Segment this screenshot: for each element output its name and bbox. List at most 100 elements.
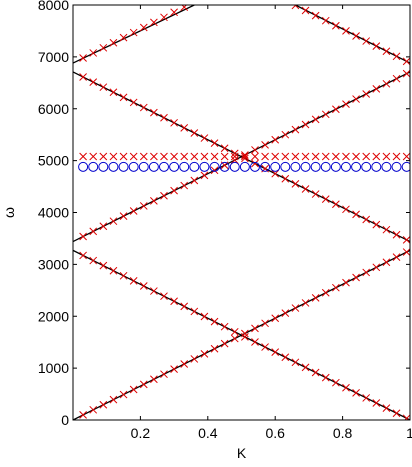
data-point-x-marker bbox=[109, 152, 118, 161]
data-point-x-marker bbox=[89, 227, 98, 236]
y-tick-label: 1000 bbox=[38, 360, 69, 376]
data-point-x-marker bbox=[89, 78, 98, 86]
data-point-x-marker bbox=[139, 282, 148, 290]
data-point-x-marker bbox=[79, 411, 87, 419]
data-point-x-marker bbox=[321, 16, 330, 25]
data-point-x-marker bbox=[190, 307, 199, 316]
data-point-circle-marker bbox=[249, 161, 260, 172]
data-point-x-marker bbox=[99, 43, 108, 52]
data-point-x-marker bbox=[180, 124, 189, 132]
data-point-x-marker bbox=[200, 312, 209, 321]
data-point-x-marker bbox=[402, 236, 410, 244]
y-tick-label: 8000 bbox=[38, 0, 69, 13]
data-point-x-marker bbox=[170, 152, 178, 161]
data-point-x-marker bbox=[89, 152, 98, 161]
data-point-x-marker bbox=[210, 139, 219, 148]
data-point-x-marker bbox=[210, 344, 219, 353]
series-line bbox=[73, 249, 410, 420]
data-point-x-marker bbox=[342, 152, 350, 161]
data-point-x-marker bbox=[352, 32, 360, 40]
data-point-x-marker bbox=[372, 263, 381, 272]
data-point-x-marker bbox=[301, 6, 310, 15]
data-point-x-marker bbox=[332, 152, 340, 161]
data-point-x-marker bbox=[281, 130, 290, 139]
x-tick-label: 1 bbox=[406, 425, 412, 441]
y-axis-ticks: 0 1000 2000 3000 4000 5000 6000 7000 8000 bbox=[38, 0, 410, 428]
data-point-circle-marker bbox=[381, 161, 392, 172]
data-point-circle-marker bbox=[320, 161, 331, 172]
data-point-x-marker bbox=[230, 149, 239, 158]
data-point-x-marker bbox=[261, 343, 269, 351]
data-point-circle-marker bbox=[169, 161, 180, 172]
data-point-x-marker bbox=[321, 195, 330, 203]
data-point-circle-marker bbox=[290, 161, 301, 172]
data-point-x-marker bbox=[170, 118, 178, 127]
data-point-x-marker bbox=[119, 93, 128, 102]
data-point-x-marker bbox=[160, 292, 168, 301]
data-point-x-marker bbox=[200, 152, 209, 161]
data-point-x-marker bbox=[119, 271, 128, 280]
data-point-x-marker bbox=[402, 248, 410, 256]
data-point-x-marker bbox=[251, 159, 259, 168]
data-point-x-marker bbox=[241, 333, 249, 341]
data-point-x-marker bbox=[241, 152, 249, 161]
data-point-circle-marker bbox=[98, 161, 109, 172]
data-point-x-marker bbox=[160, 370, 168, 379]
data-point-x-marker bbox=[150, 375, 158, 384]
data-point-x-marker bbox=[139, 152, 148, 161]
data-point-x-marker bbox=[281, 309, 290, 317]
data-point-x-marker bbox=[139, 103, 148, 112]
data-point-x-marker bbox=[271, 314, 280, 323]
data-point-x-marker bbox=[352, 210, 360, 219]
data-point-x-marker bbox=[119, 212, 128, 220]
data-point-x-marker bbox=[271, 348, 280, 357]
data-point-x-marker bbox=[99, 261, 108, 270]
data-point-x-marker bbox=[291, 152, 300, 161]
data-point-x-marker bbox=[311, 190, 320, 198]
data-point-x-marker bbox=[129, 207, 138, 215]
data-point-x-marker bbox=[139, 380, 148, 389]
data-point-x-marker bbox=[200, 349, 209, 358]
data-point-circle-marker bbox=[138, 161, 149, 172]
data-point-circle-marker bbox=[158, 161, 169, 172]
data-point-x-marker bbox=[241, 154, 249, 163]
data-point-x-marker bbox=[99, 400, 108, 409]
y-tick-label: 6000 bbox=[38, 101, 69, 117]
data-point-x-marker bbox=[392, 253, 401, 262]
data-point-x-marker bbox=[321, 110, 330, 119]
x-axis-ticks: 0.2 0.4 0.6 0.8 1 bbox=[131, 5, 412, 441]
axes-box bbox=[72, 4, 411, 421]
data-point-x-marker bbox=[321, 288, 330, 297]
data-point-x-marker bbox=[291, 358, 300, 367]
data-point-circle-marker bbox=[219, 161, 230, 172]
data-point-x-marker bbox=[362, 152, 371, 161]
data-point-x-marker bbox=[119, 152, 128, 161]
data-point-x-marker bbox=[352, 273, 360, 282]
data-point-x-marker bbox=[372, 399, 381, 407]
data-point-x-marker bbox=[352, 152, 360, 161]
data-point-x-marker bbox=[89, 256, 98, 265]
data-point-x-marker bbox=[89, 49, 98, 57]
data-point-x-marker bbox=[170, 297, 178, 306]
data-point-x-marker bbox=[251, 324, 259, 333]
data-point-x-marker bbox=[382, 258, 391, 267]
data-point-x-marker bbox=[291, 180, 300, 188]
data-point-x-marker bbox=[129, 385, 138, 394]
data-point-x-marker bbox=[392, 152, 401, 161]
data-point-x-marker bbox=[311, 152, 320, 161]
data-point-circle-marker bbox=[189, 161, 200, 172]
data-point-x-marker bbox=[150, 287, 158, 295]
y-tick-label: 7000 bbox=[38, 49, 69, 65]
data-point-x-marker bbox=[271, 152, 280, 161]
data-point-x-marker bbox=[99, 83, 108, 92]
data-point-x-marker bbox=[392, 230, 401, 239]
data-point-x-marker bbox=[180, 5, 189, 11]
data-point-x-marker bbox=[220, 322, 229, 331]
data-point-x-marker bbox=[372, 220, 381, 229]
data-point-x-marker bbox=[281, 152, 290, 161]
data-point-x-marker bbox=[251, 338, 259, 346]
y-tick-label: 4000 bbox=[38, 205, 69, 221]
data-point-x-marker bbox=[402, 152, 410, 161]
data-point-circle-marker bbox=[88, 161, 99, 172]
